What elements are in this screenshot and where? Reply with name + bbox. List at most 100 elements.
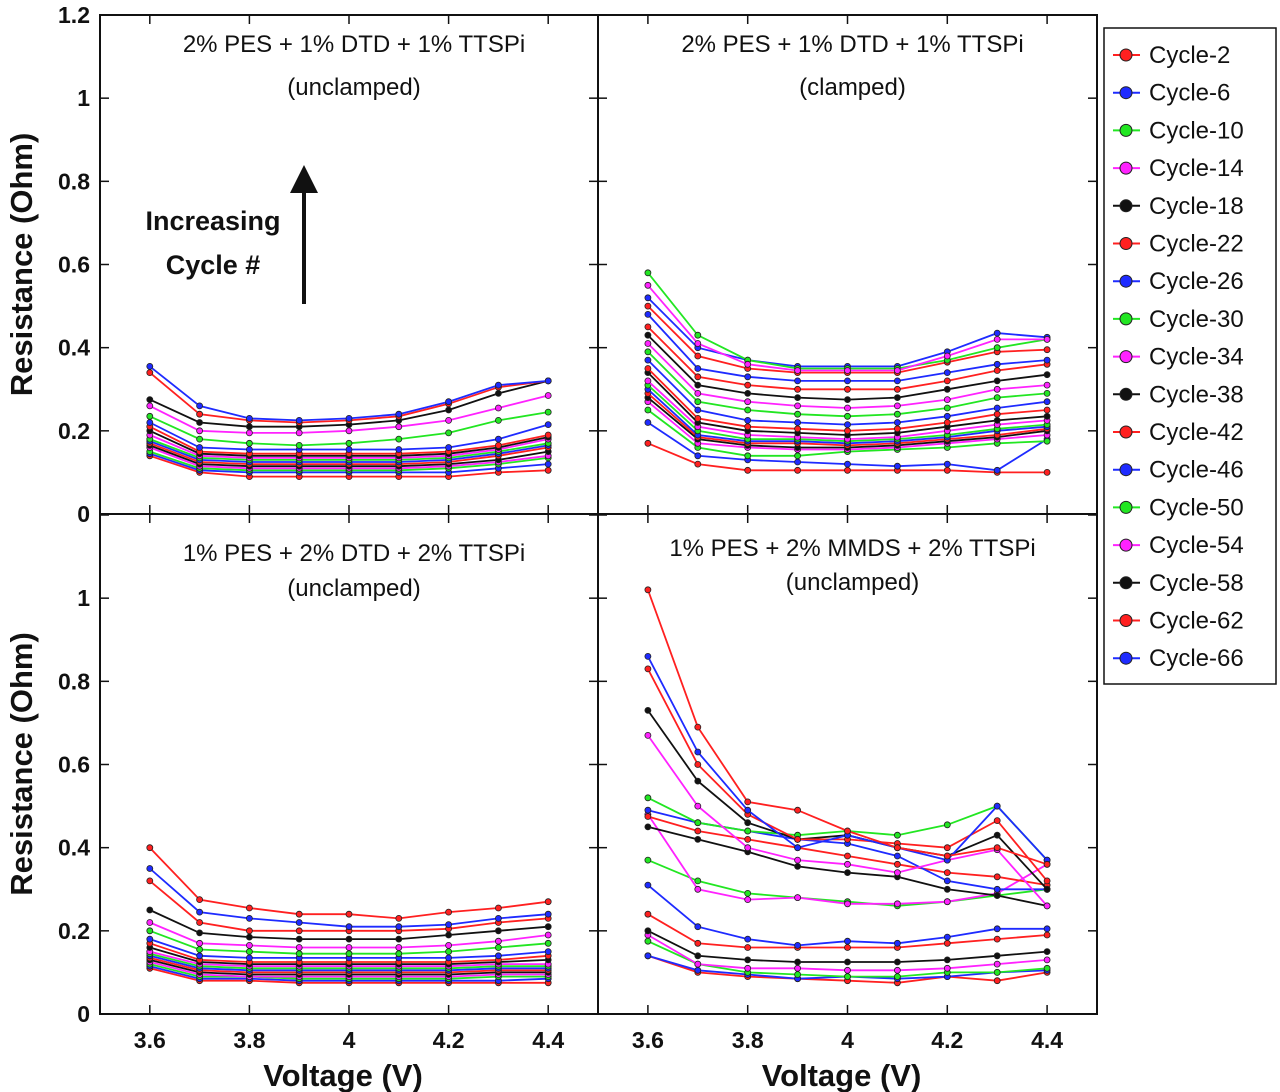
data-point [894,425,901,433]
y-tick-label: 0.8 [58,668,90,694]
data-point [744,466,752,474]
data-point [146,935,154,943]
data-point [544,460,552,468]
data-point [644,302,652,310]
data-point [644,340,652,347]
data-point [894,462,901,470]
data-point [694,777,702,785]
data-point [943,933,951,941]
data-point [644,806,652,814]
panel-title: 1% PES + 2% MMDS + 2% TTSPi [669,535,1035,562]
data-point [644,653,652,660]
data-point [644,331,652,339]
data-point [544,421,552,429]
data-point [295,429,303,437]
data-point [894,419,901,426]
data-point [794,958,801,966]
data-point [993,935,1001,943]
data-point [694,952,702,960]
data-point [245,915,253,922]
data-point [694,723,702,731]
data-point [844,827,851,835]
data-point [794,425,801,433]
data-point [744,798,752,806]
data-point [744,944,752,951]
legend-label: Cycle-54 [1149,532,1244,559]
legend-label: Cycle-66 [1149,645,1244,672]
data-point [544,923,552,931]
data-point [644,937,652,945]
data-point [146,402,154,410]
data-point [744,964,752,972]
data-point [794,964,801,972]
x-tick-label: 4.2 [433,1027,465,1053]
data-point [644,406,652,414]
data-point [445,931,453,939]
legend-swatch-marker [1119,48,1133,62]
data-point [943,852,951,860]
data-point [494,435,502,443]
x-tick-label: 3.8 [732,1027,764,1053]
data-point [993,925,1001,933]
data-point [744,827,752,835]
legend-label: Cycle-46 [1149,457,1244,484]
data-point [694,761,702,768]
data-point [196,444,204,451]
data-point [744,844,752,852]
data-point [1043,356,1051,364]
data-point [395,944,403,951]
y-tick-label: 1.2 [58,2,90,28]
data-point [943,964,951,972]
data-point [794,377,801,385]
data-point [943,352,951,360]
data-point [894,852,901,860]
data-point [694,381,702,389]
data-point [494,952,502,960]
data-point [445,921,453,928]
data-point [744,956,752,964]
data-point [844,973,851,980]
data-point [196,919,204,926]
data-point [544,431,552,439]
data-point [993,404,1001,412]
data-point [146,412,154,420]
series-line [647,734,1048,907]
data-point [993,802,1001,810]
legend-swatch-marker [1119,237,1133,250]
data-point [494,389,502,397]
legend-swatch-marker [1119,576,1133,590]
data-point [844,427,851,435]
data-point [196,435,204,443]
data-point [943,385,951,393]
x-tick-label: 3.6 [632,1027,664,1053]
legend-label: Cycle-30 [1149,306,1244,333]
data-point [494,904,502,912]
legend-label: Cycle-18 [1149,193,1244,220]
data-point [445,429,453,437]
legend-swatch-marker [1119,614,1133,627]
x-tick-label: 4.2 [931,1027,963,1053]
data-point [295,416,303,424]
data-point [894,939,901,947]
series-line [149,867,549,928]
data-point [794,806,801,814]
data-point [943,404,951,412]
y-axis-title: Resistance (Ohm) [4,133,39,397]
data-point [196,952,204,960]
data-point [295,950,303,958]
data-point [894,973,901,980]
data-point [146,906,154,914]
legend-swatch-marker [1119,538,1133,552]
data-point [993,831,1001,839]
data-point [345,944,353,951]
legend-label: Cycle-42 [1149,419,1244,446]
data-point [196,410,204,418]
data-point [644,281,652,289]
data-point [943,877,951,885]
data-point [1043,398,1051,406]
panel-title: 2% PES + 1% DTD + 1% TTSPi [681,31,1023,58]
data-point [245,439,253,447]
data-point [345,439,353,447]
data-point [494,416,502,424]
data-point [894,966,901,974]
